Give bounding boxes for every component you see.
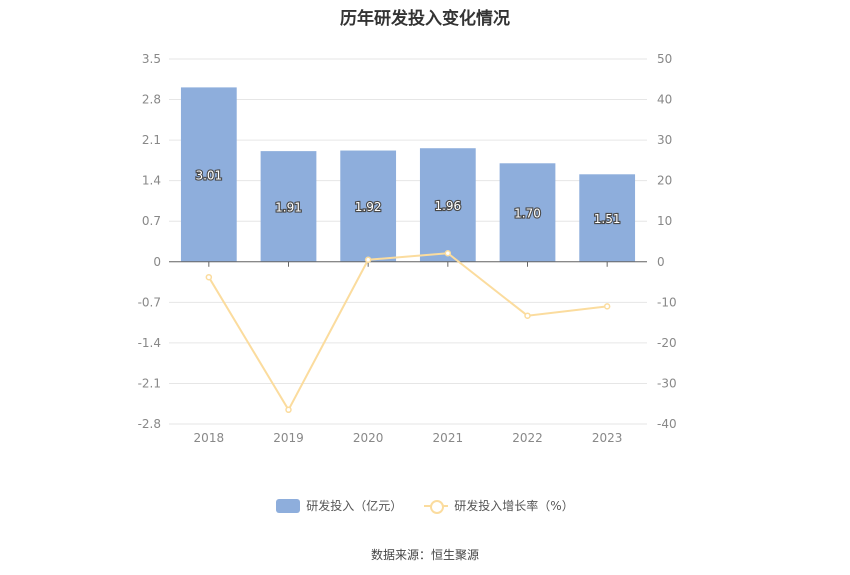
bar	[260, 151, 317, 262]
bar-value-label: 1.92	[355, 200, 382, 214]
x-tick-label: 2018	[194, 431, 225, 445]
growth-rate-point	[524, 312, 531, 319]
y-right-tick-label: -30	[657, 376, 677, 390]
legend: 研发投入（亿元） 研发投入增长率（%）	[0, 497, 850, 514]
data-source: 数据来源：恒生聚源	[370, 548, 479, 562]
bar-value-label: 1.96	[434, 199, 461, 213]
bar-value-label: 1.91	[275, 200, 302, 214]
growth-rate-point	[603, 303, 611, 310]
x-tick-label: 2019	[273, 431, 304, 445]
growth-rate-point	[205, 273, 213, 281]
bar-value-label: 3.01	[195, 169, 222, 183]
y-right-tick-label: 40	[657, 93, 672, 107]
y-right-tick-label: 50	[657, 52, 672, 66]
bar	[340, 150, 397, 262]
bar	[579, 174, 636, 262]
y-right-tick-label: -40	[657, 417, 677, 431]
bar	[499, 163, 556, 262]
y-left-tick-label: -2.8	[138, 417, 161, 431]
y-left-tick-label: -1.4	[138, 336, 161, 350]
growth-rate-point	[364, 256, 372, 263]
bar	[180, 87, 237, 262]
bar-value-label: 1.51	[594, 212, 621, 226]
legend-item-bar[interactable]: 研发投入（亿元）	[276, 497, 402, 514]
x-tick-label: 2020	[353, 431, 384, 445]
y-left-tick-label: 1.4	[142, 174, 161, 188]
y-left-tick-label: -2.1	[138, 376, 161, 390]
y-left-tick-label: 3.5	[142, 52, 161, 66]
bar	[419, 148, 476, 262]
chart-title: 历年研发投入变化情况	[340, 9, 510, 29]
growth-rate-point	[444, 250, 452, 257]
bar-value-label: 1.70	[514, 207, 541, 221]
y-right-tick-label: 20	[657, 174, 672, 188]
y-left-tick-label: 0.7	[142, 214, 161, 228]
x-tick-label: 2023	[592, 431, 623, 445]
x-tick-label: 2022	[512, 431, 543, 445]
growth-rate-point	[285, 406, 292, 414]
legend-line-label: 研发投入增长率（%）	[454, 499, 574, 513]
legend-item-line[interactable]: 研发投入增长率（%）	[424, 497, 574, 514]
y-left-tick-label: 2.8	[142, 93, 161, 107]
y-left-tick-label: -0.7	[138, 295, 161, 309]
legend-bar-swatch	[276, 498, 301, 513]
legend-bar-label: 研发投入（亿元）	[306, 499, 403, 513]
x-tick-label: 2021	[433, 431, 464, 445]
y-right-tick-label: 30	[657, 133, 672, 147]
y-right-tick-label: -20	[657, 336, 677, 350]
growth-rate-line	[207, 252, 608, 412]
y-right-tick-label: 10	[657, 214, 672, 228]
y-left-tick-label: 2.1	[142, 133, 161, 147]
y-right-tick-label: 0	[657, 255, 665, 269]
y-left-tick-label: 0	[153, 255, 161, 269]
legend-line-swatch	[424, 499, 449, 514]
y-right-tick-label: -10	[657, 295, 677, 309]
